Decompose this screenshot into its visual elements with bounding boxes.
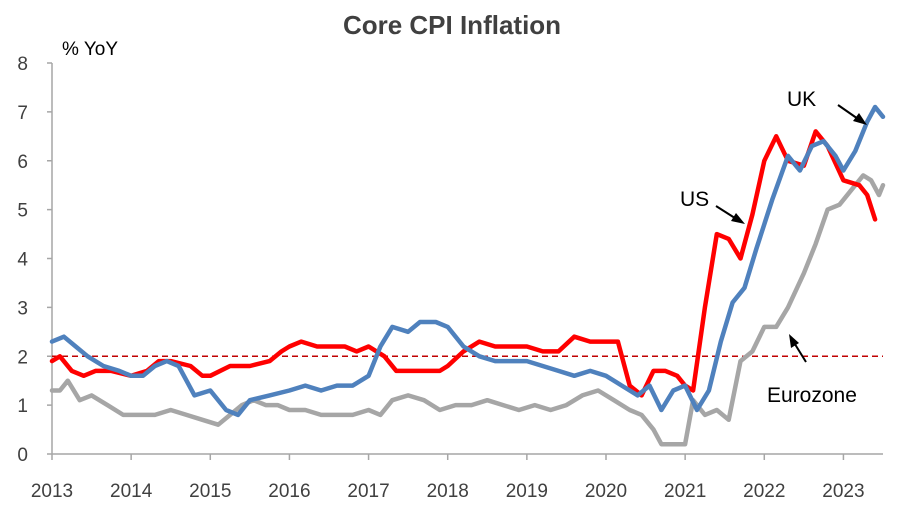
x-tick-label: 2017 — [347, 481, 389, 502]
annotation-eurozone-label: Eurozone — [767, 384, 857, 407]
y-tick-label: 5 — [17, 201, 28, 222]
x-tick-label: 2013 — [31, 481, 73, 502]
annotations: UK US Eurozone — [680, 88, 867, 407]
x-tick-label: 2021 — [664, 481, 706, 502]
annotation-eurozone-arrow — [789, 334, 807, 363]
chart-title: Core CPI Inflation — [343, 10, 561, 40]
x-tick-label: 2022 — [743, 481, 785, 502]
y-tick-label: 4 — [17, 250, 28, 271]
x-tick-labels: 2013 2014 2015 2016 2017 2018 2019 2020 2021 2022… — [31, 481, 865, 502]
x-tick-label: 2019 — [506, 481, 548, 502]
y-tick-labels: 0 1 2 3 4 5 6 7 8 — [17, 54, 28, 466]
y-tick-label: 8 — [17, 54, 28, 75]
x-tick-label: 2015 — [189, 481, 231, 502]
series-line-eurozone — [49, 173, 886, 447]
y-tick-label: 2 — [17, 347, 28, 368]
series-line-uk — [49, 104, 886, 418]
y-tick-label: 3 — [17, 298, 28, 319]
annotation-uk-arrow — [837, 104, 867, 125]
series-lines — [49, 104, 886, 447]
annotation-us-arrow — [715, 205, 745, 224]
y-tick-label: 7 — [17, 103, 28, 124]
x-tick-label: 2020 — [585, 481, 627, 502]
y-tick-label: 6 — [17, 152, 28, 173]
y-tick-label: 0 — [17, 445, 28, 466]
y-axis-label: % YoY — [62, 39, 118, 60]
x-tick-label: 2023 — [822, 481, 864, 502]
x-tick-label: 2016 — [268, 481, 310, 502]
x-tick-label: 2014 — [110, 481, 153, 502]
annotation-us-label: US — [680, 188, 709, 211]
series-line-us — [49, 129, 878, 398]
x-tick-label: 2018 — [427, 481, 469, 502]
y-tick-label: 1 — [17, 396, 28, 417]
annotation-uk-label: UK — [787, 88, 816, 111]
axes — [47, 62, 883, 460]
